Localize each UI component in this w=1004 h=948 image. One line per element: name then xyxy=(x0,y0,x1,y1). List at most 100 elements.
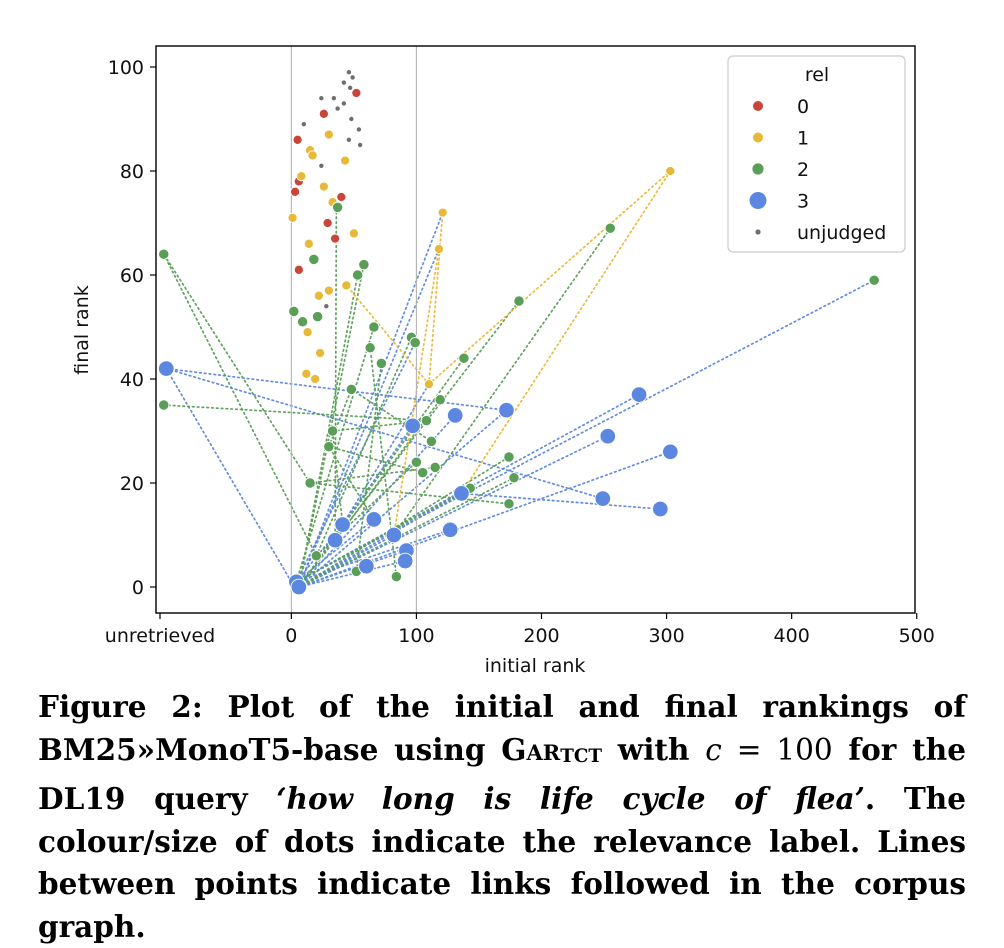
data-point-93 xyxy=(385,526,403,544)
data-point-16 xyxy=(357,142,363,148)
data-point-78 xyxy=(433,243,444,255)
data-point-73 xyxy=(158,399,170,411)
data-point-90 xyxy=(334,516,351,533)
link-line-18 xyxy=(297,211,444,588)
link-line-44 xyxy=(334,206,338,542)
legend-marker-0 xyxy=(753,101,763,111)
caption-text-4: . The colour/size of dots indicate the r… xyxy=(38,781,966,944)
x-tick-label-4: 300 xyxy=(648,625,684,647)
link-line-48 xyxy=(428,211,444,386)
link-line-50 xyxy=(345,284,430,386)
data-point-52 xyxy=(301,368,312,379)
data-point-50 xyxy=(458,352,470,364)
data-point-34 xyxy=(308,253,320,266)
data-point-54 xyxy=(423,379,434,390)
figure-caption: Figure 2: Plot of the initial and final … xyxy=(38,686,966,948)
caption-figure-label: Figure 2: xyxy=(38,689,203,724)
caption-text-1: Plot of the initial and final rankings o… xyxy=(38,689,966,767)
data-point-36 xyxy=(351,269,364,281)
legend-marker-unjudged xyxy=(755,229,761,235)
legend-marker-2 xyxy=(752,163,764,175)
data-point-69 xyxy=(310,550,322,562)
link-line-2 xyxy=(297,409,508,588)
data-point-61 xyxy=(503,451,515,463)
data-point-57 xyxy=(420,414,433,427)
data-point-1 xyxy=(350,75,355,80)
data-point-59 xyxy=(425,435,438,448)
x-axis-label: initial rank xyxy=(485,655,586,677)
caption-text-3: for the DL19 query xyxy=(38,731,966,817)
data-point-89 xyxy=(652,500,669,518)
link-line-19 xyxy=(341,383,430,526)
link-line-46 xyxy=(328,445,375,521)
data-point-28 xyxy=(322,217,333,229)
x-tick-label-5: 400 xyxy=(774,625,810,647)
data-point-11 xyxy=(301,122,307,127)
link-line-42 xyxy=(309,466,437,484)
data-point-88 xyxy=(594,490,612,507)
data-point-77 xyxy=(437,207,448,218)
caption-query: ‘how long is life cycle of flea’ xyxy=(276,781,865,817)
data-point-24 xyxy=(290,186,301,197)
data-point-39 xyxy=(313,290,324,301)
data-point-84 xyxy=(630,386,648,403)
data-point-7 xyxy=(341,101,347,106)
x-tick-label-2: 100 xyxy=(398,625,434,647)
link-line-32 xyxy=(350,388,433,443)
data-point-47 xyxy=(409,336,421,349)
data-point-30 xyxy=(348,228,359,239)
data-point-29 xyxy=(287,212,298,223)
data-point-44 xyxy=(368,321,380,333)
x-tick-label-6: 500 xyxy=(899,625,935,647)
y-axis-label: final rank xyxy=(71,285,93,374)
data-point-82 xyxy=(446,407,464,424)
data-point-38 xyxy=(323,285,334,296)
data-point-49 xyxy=(315,347,326,359)
data-point-40 xyxy=(324,304,329,309)
data-point-2 xyxy=(341,80,347,85)
data-point-33 xyxy=(293,264,304,275)
caption-method-subscript: TCT xyxy=(560,745,603,767)
link-line-0 xyxy=(165,367,293,583)
data-point-68 xyxy=(503,498,515,510)
legend-label-unjudged: unjudged xyxy=(797,222,886,244)
data-point-74 xyxy=(604,222,616,234)
data-point-55 xyxy=(345,383,358,396)
link-line-23 xyxy=(162,404,430,422)
data-point-48 xyxy=(364,342,376,354)
data-point-62 xyxy=(410,456,423,468)
data-point-83 xyxy=(404,417,421,435)
y-tick-label-5: 100 xyxy=(108,57,144,79)
link-line-47 xyxy=(162,253,311,484)
x-tick-label-1: 0 xyxy=(285,625,297,647)
data-point-92 xyxy=(441,521,459,539)
data-point-81 xyxy=(498,401,515,419)
data-point-87 xyxy=(453,485,470,502)
data-point-6 xyxy=(331,96,337,101)
link-line-22 xyxy=(162,253,318,557)
data-point-66 xyxy=(304,477,316,489)
data-point-96 xyxy=(396,552,414,570)
data-point-27 xyxy=(331,201,344,214)
link-line-29 xyxy=(309,482,510,505)
link-line-16 xyxy=(297,248,440,588)
data-point-25 xyxy=(336,191,347,203)
caption-method-name: GarTCT xyxy=(501,731,603,767)
data-point-43 xyxy=(296,316,309,328)
x-tick-label-0: unretrieved xyxy=(105,625,215,647)
y-tick-label-1: 20 xyxy=(120,473,144,495)
data-point-60 xyxy=(323,440,335,453)
link-line-5 xyxy=(297,450,672,588)
data-point-4 xyxy=(351,87,362,99)
data-point-42 xyxy=(311,310,324,323)
data-point-53 xyxy=(310,373,321,385)
link-line-7 xyxy=(460,492,662,510)
legend: rel 0 1 2 3 unjudged xyxy=(727,55,906,253)
legend-label-3: 3 xyxy=(797,191,809,213)
data-point-94 xyxy=(326,531,344,549)
link-line-4 xyxy=(297,435,609,588)
link-line-26 xyxy=(297,357,465,588)
caption-text-2: with xyxy=(602,731,706,767)
data-point-80 xyxy=(158,360,175,377)
link-line-34 xyxy=(315,336,413,557)
